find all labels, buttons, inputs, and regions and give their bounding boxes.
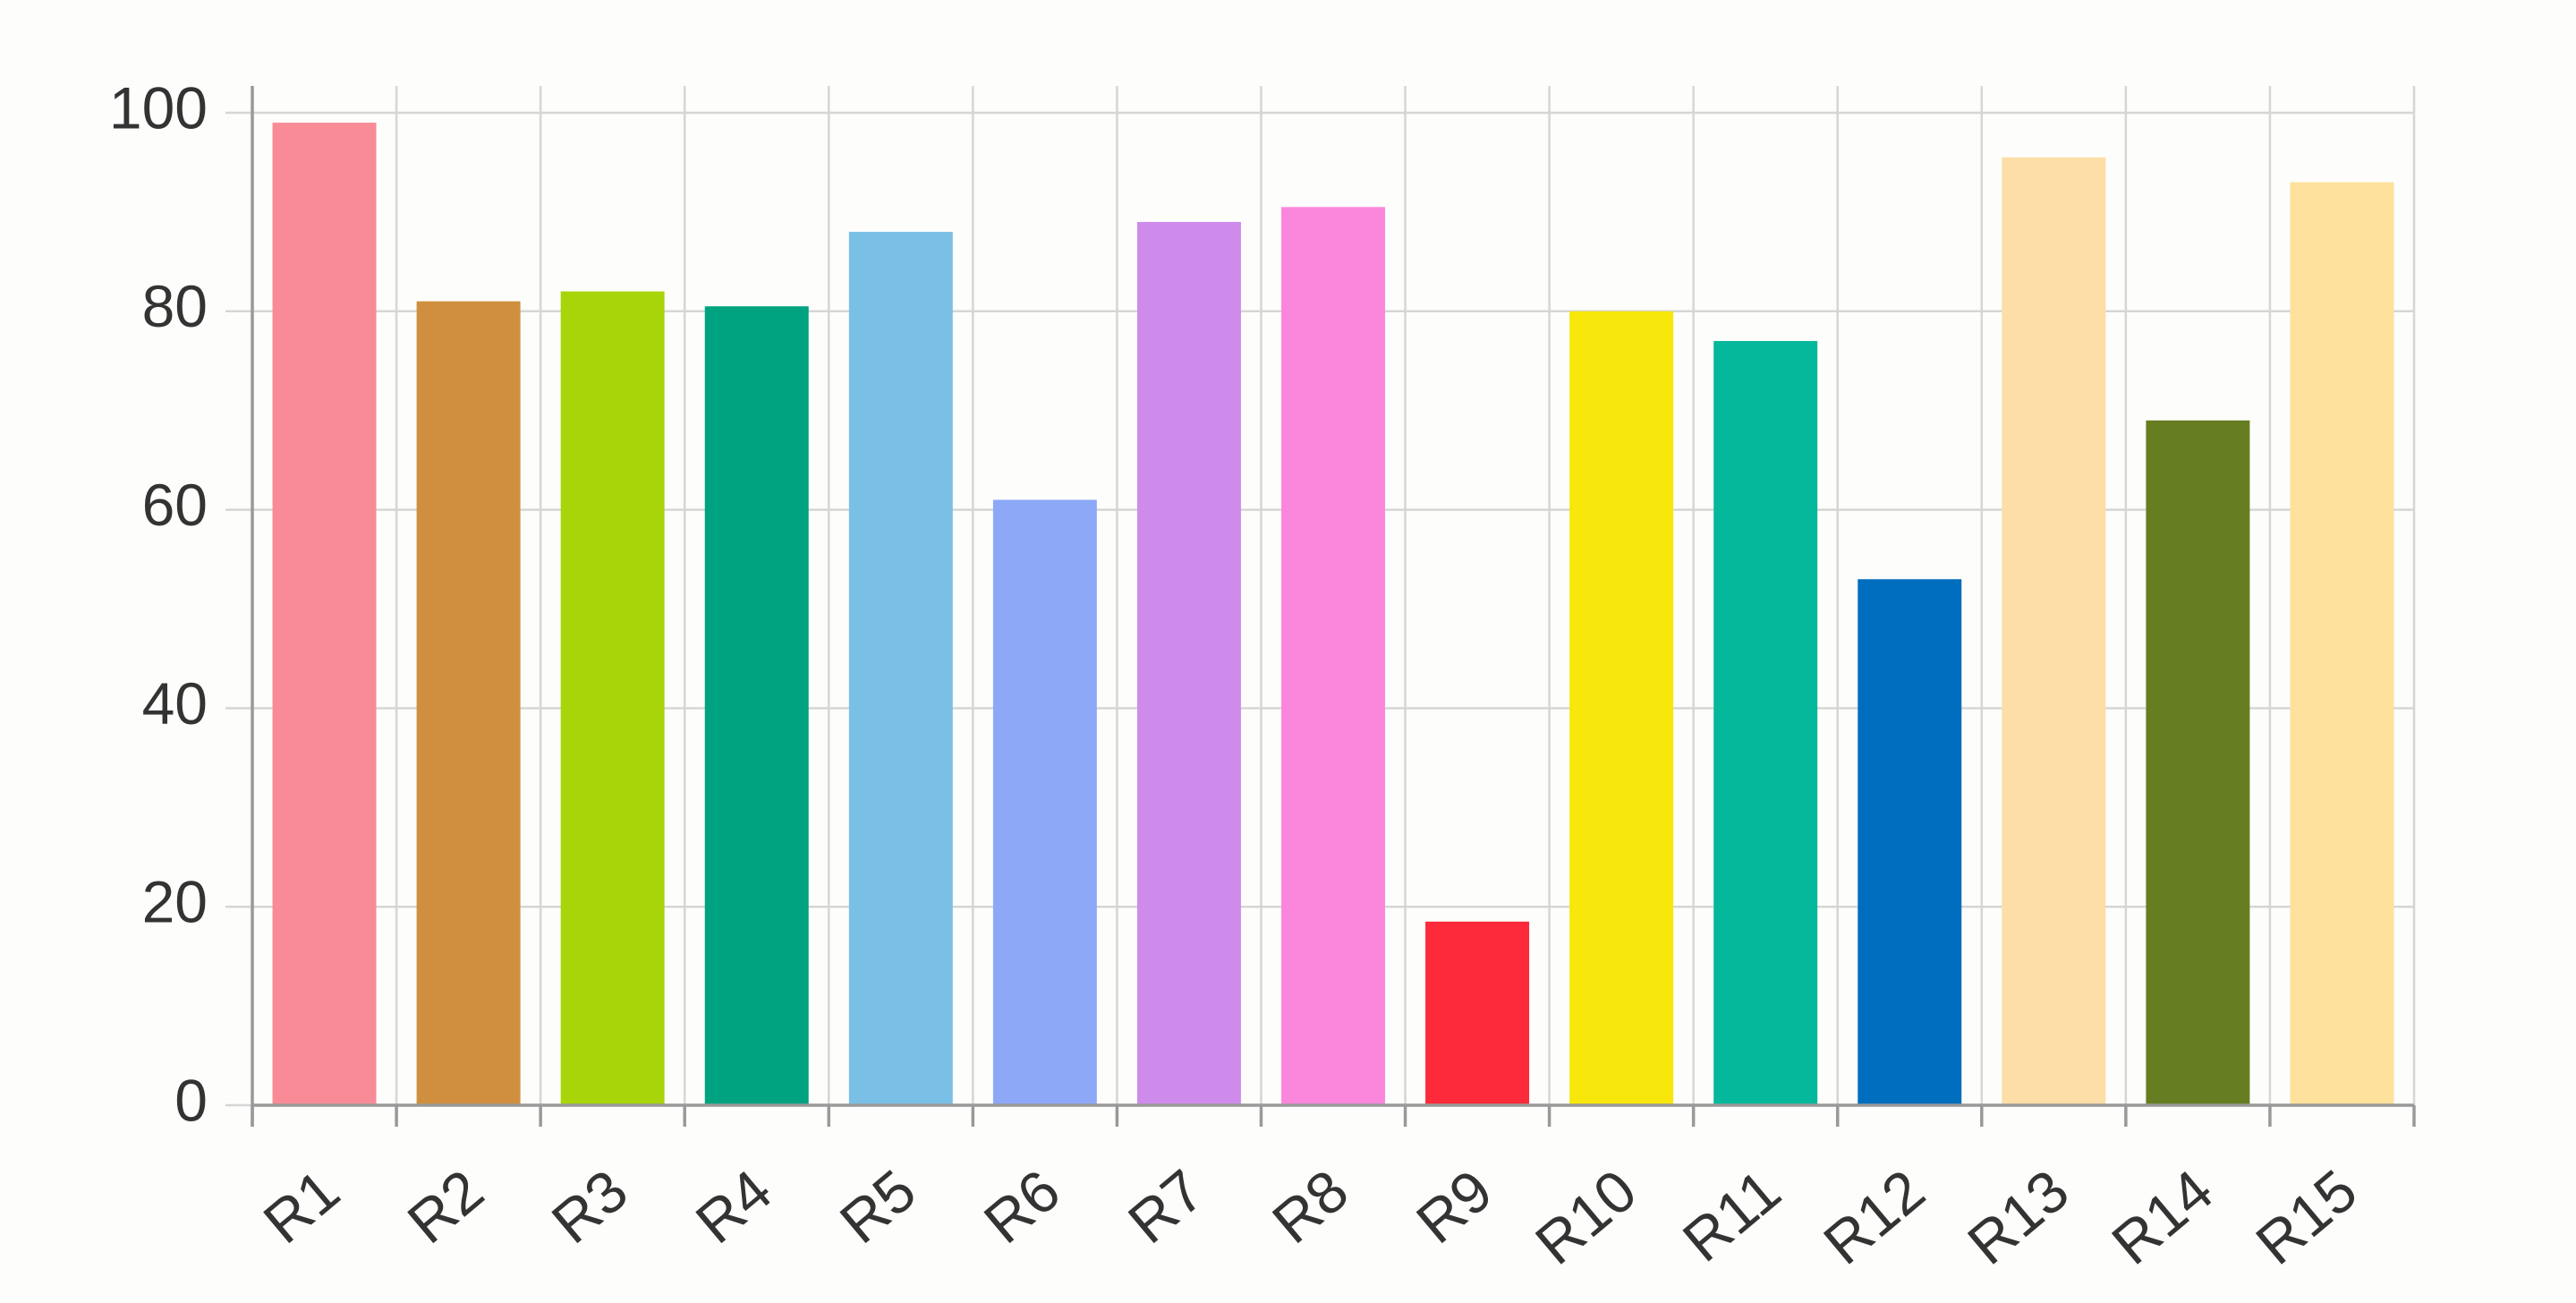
y-tick-label: 60	[142, 472, 208, 538]
y-tick-label: 20	[142, 869, 208, 935]
bar	[1858, 579, 1962, 1105]
bar	[1281, 207, 1385, 1106]
x-tick-label: R4	[684, 1156, 784, 1256]
x-tick-label: R15	[2243, 1156, 2368, 1277]
bar	[1425, 921, 1530, 1105]
bar	[272, 123, 377, 1106]
x-tick-label: R7	[1116, 1156, 1216, 1256]
x-tick-label: R9	[1404, 1156, 1504, 1256]
bar	[2002, 157, 2106, 1105]
x-tick-label: R12	[1811, 1156, 1936, 1277]
bar	[704, 306, 809, 1105]
x-tick-label: R5	[828, 1156, 928, 1256]
x-tick-label: R6	[972, 1156, 1072, 1256]
x-tick-label: R14	[2099, 1156, 2224, 1277]
x-tick-label: R13	[1955, 1156, 2080, 1277]
x-tick-label: R3	[540, 1156, 640, 1256]
x-tick-label: R8	[1260, 1156, 1360, 1256]
x-tick-label: R11	[1671, 1156, 1793, 1273]
y-tick-label: 0	[174, 1067, 208, 1133]
bar	[2290, 182, 2394, 1105]
bar	[848, 232, 953, 1106]
y-tick-label: 80	[142, 273, 208, 339]
x-tick-label: R2	[395, 1156, 496, 1256]
bar	[416, 301, 521, 1106]
bar	[560, 291, 665, 1105]
bar	[992, 499, 1097, 1105]
x-tick-label: R10	[1523, 1156, 1648, 1277]
bar	[2146, 420, 2250, 1105]
bar	[1136, 221, 1241, 1106]
y-tick-label: 100	[109, 74, 208, 141]
bar	[1569, 311, 1674, 1105]
bar	[1713, 341, 1818, 1105]
y-tick-label: 40	[142, 670, 208, 737]
x-tick-label: R1	[251, 1156, 352, 1256]
